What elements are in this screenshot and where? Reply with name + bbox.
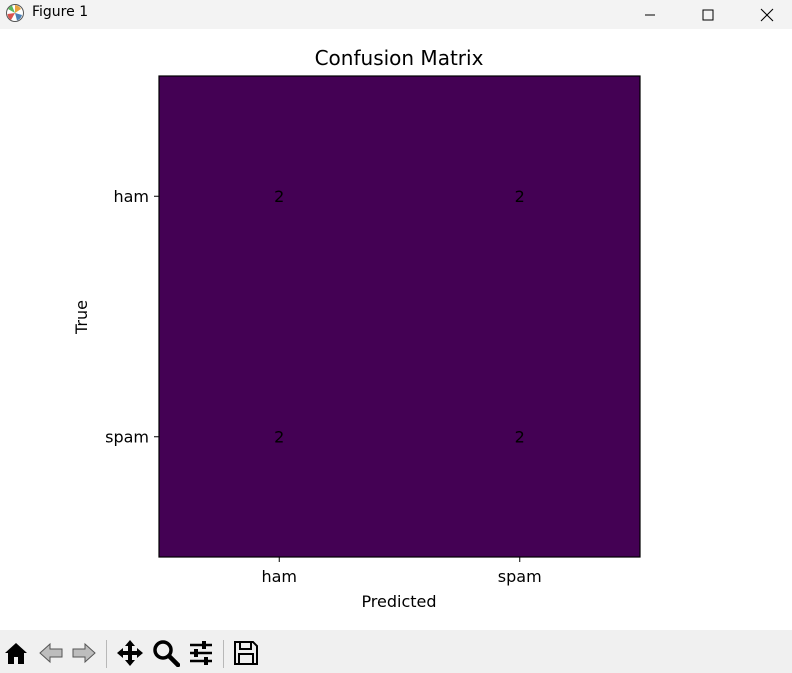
forward-icon bbox=[72, 642, 96, 664]
maximize-icon bbox=[702, 9, 714, 20]
configure-subplots-button[interactable] bbox=[186, 638, 216, 668]
x-tick-label: ham bbox=[261, 567, 297, 586]
axis-ticks: ham spam ham spam bbox=[105, 187, 542, 586]
save-icon bbox=[234, 641, 258, 665]
home-icon bbox=[5, 643, 27, 664]
x-axis-label: Predicted bbox=[361, 592, 436, 611]
window-title: Figure 1 bbox=[32, 4, 89, 20]
confusion-matrix-chart: Confusion Matrix 2 2 2 2 ham spam ham spam Pre… bbox=[72, 46, 641, 611]
navigation-toolbar bbox=[0, 630, 792, 673]
maximize-button[interactable] bbox=[685, 0, 731, 29]
y-axis-label: True bbox=[72, 300, 91, 335]
back-button[interactable] bbox=[36, 638, 66, 668]
toolbar-separator bbox=[106, 640, 107, 668]
heatmap-cells: 2 2 2 2 bbox=[159, 76, 641, 558]
chart-title: Confusion Matrix bbox=[315, 46, 484, 70]
forward-button[interactable] bbox=[69, 638, 99, 668]
cell-value-label: 2 bbox=[515, 427, 525, 446]
y-tick-label: ham bbox=[113, 187, 149, 206]
minimize-icon bbox=[645, 14, 655, 15]
pan-icon bbox=[117, 640, 143, 666]
cell-value-label: 2 bbox=[274, 427, 284, 446]
toolbar-separator bbox=[223, 640, 224, 668]
home-button[interactable] bbox=[1, 638, 31, 668]
window-titlebar: Figure 1 bbox=[0, 0, 792, 29]
cell-value-label: 2 bbox=[515, 187, 525, 206]
heatmap-cell bbox=[399, 316, 641, 558]
y-tick-label: spam bbox=[105, 427, 149, 446]
figure-canvas: Confusion Matrix 2 2 2 2 ham spam ham spam Pre… bbox=[0, 29, 792, 630]
plot-frame bbox=[158, 75, 641, 558]
minimize-button[interactable] bbox=[627, 0, 673, 29]
save-button[interactable] bbox=[231, 638, 261, 668]
pan-button[interactable] bbox=[115, 638, 145, 668]
cell-value-label: 2 bbox=[274, 187, 284, 206]
heatmap-cell bbox=[399, 76, 641, 317]
zoom-button[interactable] bbox=[151, 638, 181, 668]
configure-subplots-icon bbox=[190, 641, 212, 665]
matplotlib-logo-icon bbox=[6, 4, 24, 22]
zoom-icon bbox=[153, 640, 180, 667]
back-icon bbox=[39, 642, 63, 664]
heatmap-cell bbox=[159, 76, 400, 317]
x-tick-label: spam bbox=[498, 567, 542, 586]
close-button[interactable] bbox=[744, 0, 790, 29]
heatmap-cell bbox=[159, 316, 400, 558]
close-icon bbox=[760, 8, 774, 21]
